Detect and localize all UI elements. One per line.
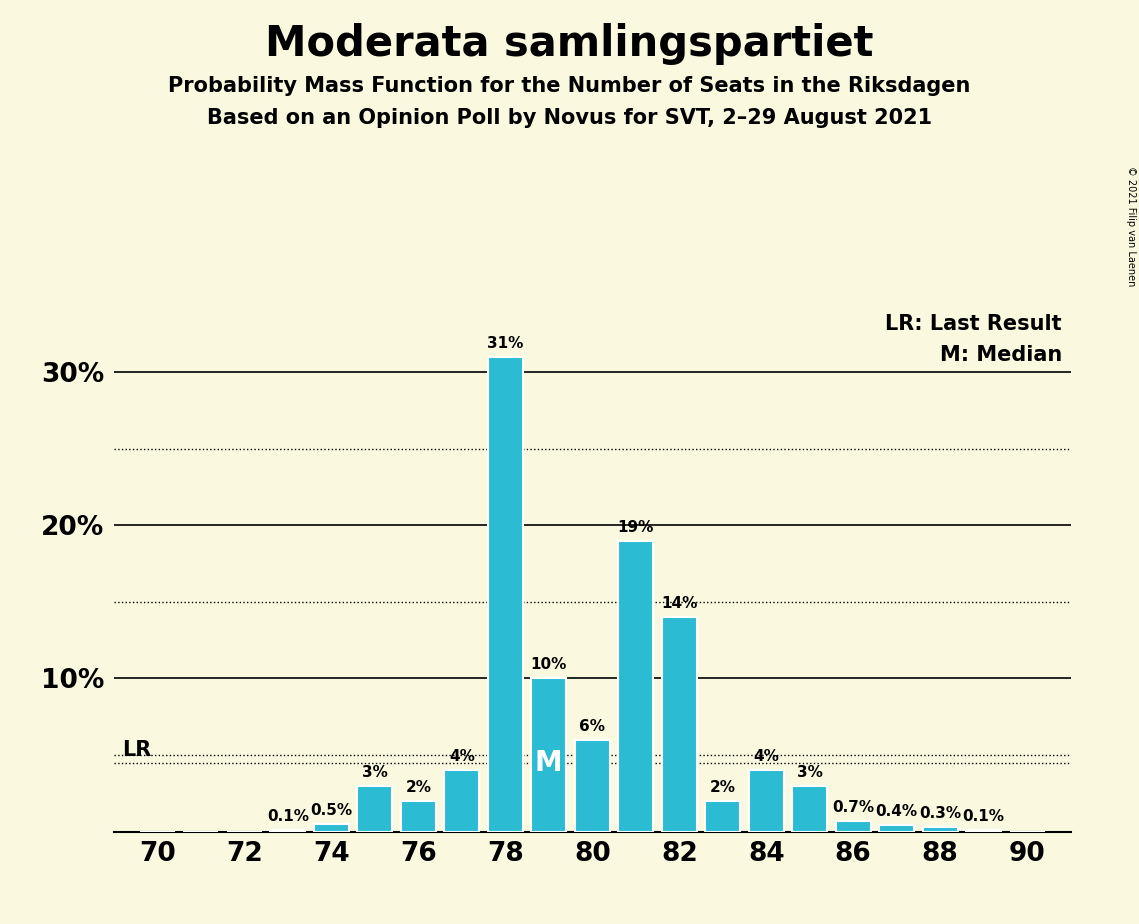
- Text: 3%: 3%: [362, 764, 387, 780]
- Bar: [270, 830, 305, 832]
- Text: 14%: 14%: [661, 596, 697, 611]
- Text: 6%: 6%: [580, 719, 605, 734]
- Bar: [966, 830, 1001, 832]
- Bar: [444, 771, 480, 832]
- Bar: [314, 824, 349, 832]
- Bar: [879, 825, 915, 832]
- Text: M: M: [535, 748, 563, 777]
- Bar: [575, 740, 609, 832]
- Text: 2%: 2%: [405, 780, 432, 795]
- Text: 4%: 4%: [449, 749, 475, 764]
- Text: 4%: 4%: [753, 749, 779, 764]
- Bar: [793, 785, 827, 832]
- Bar: [618, 541, 653, 832]
- Text: 2%: 2%: [710, 780, 736, 795]
- Bar: [836, 821, 870, 832]
- Text: LR: Last Result: LR: Last Result: [885, 314, 1062, 334]
- Text: 0.1%: 0.1%: [267, 808, 309, 824]
- Text: 19%: 19%: [617, 519, 654, 535]
- Text: Probability Mass Function for the Number of Seats in the Riksdagen: Probability Mass Function for the Number…: [169, 76, 970, 96]
- Bar: [748, 771, 784, 832]
- Text: 0.5%: 0.5%: [310, 803, 352, 818]
- Bar: [532, 678, 566, 832]
- Text: © 2021 Filip van Laenen: © 2021 Filip van Laenen: [1126, 166, 1136, 286]
- Text: 0.3%: 0.3%: [919, 806, 961, 821]
- Bar: [705, 801, 740, 832]
- Bar: [358, 785, 392, 832]
- Text: M: Median: M: Median: [940, 345, 1062, 365]
- Text: 0.1%: 0.1%: [962, 808, 1005, 824]
- Bar: [487, 357, 523, 832]
- Text: 31%: 31%: [487, 335, 524, 351]
- Bar: [662, 617, 697, 832]
- Text: 0.7%: 0.7%: [833, 800, 875, 815]
- Text: LR: LR: [123, 739, 151, 760]
- Text: 0.4%: 0.4%: [876, 805, 918, 820]
- Text: 10%: 10%: [531, 657, 567, 673]
- Text: Based on an Opinion Poll by Novus for SVT, 2–29 August 2021: Based on an Opinion Poll by Novus for SV…: [207, 108, 932, 128]
- Text: Moderata samlingspartiet: Moderata samlingspartiet: [265, 23, 874, 65]
- Text: 3%: 3%: [797, 764, 822, 780]
- Bar: [923, 827, 958, 832]
- Bar: [401, 801, 436, 832]
